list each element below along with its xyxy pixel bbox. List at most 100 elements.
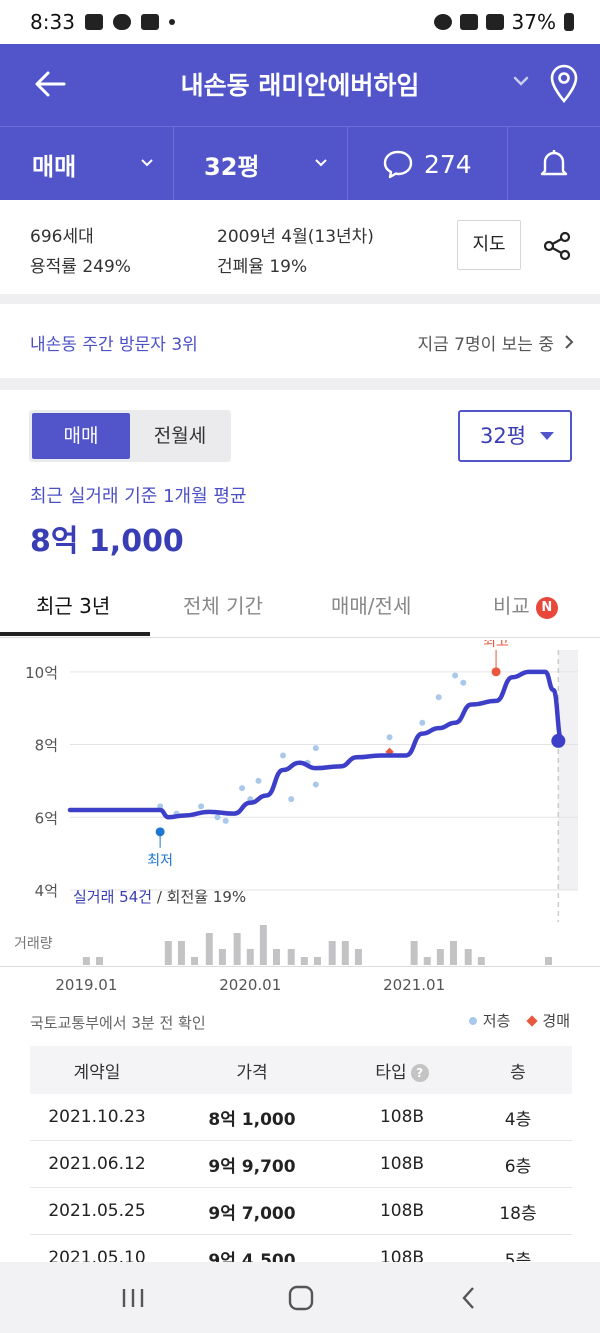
tab-compare-label: 비교 (493, 594, 530, 618)
battery-percent: 37% (511, 10, 556, 34)
tab-all-period[interactable]: 전체 기간 (183, 594, 263, 618)
more-notifications-icon (168, 19, 175, 25)
volume-bar (449, 941, 457, 965)
scatter-point (452, 672, 459, 679)
back-arrow-icon[interactable] (30, 64, 70, 104)
home-icon[interactable] (286, 1284, 316, 1312)
alarm-icon (433, 14, 452, 30)
legend-auction: 경매 (542, 1012, 570, 1030)
scatter-point (280, 752, 287, 759)
volume-bar (205, 933, 213, 965)
scatter-point (288, 796, 295, 803)
built-date: 2009년 4월(13년차) (217, 227, 374, 247)
volume-bar (177, 941, 185, 965)
deal-type-label: 매매 (32, 152, 77, 181)
volume-bar (300, 957, 308, 965)
viewing-now: 지금 7명이 보는 중 (417, 335, 554, 355)
volume-bar (545, 957, 553, 965)
visitor-banner[interactable]: 내손동 주간 방문자 3위 지금 7명이 보는 중 (0, 304, 600, 378)
chart-legend: 저층 경매 (468, 1010, 570, 1031)
deal-type-dropdown[interactable]: 매매 (0, 127, 174, 201)
volume-bar (82, 957, 90, 965)
comments-button[interactable]: 274 (348, 127, 508, 201)
header-type-label: 타입 (375, 1062, 407, 1083)
tab-sale-rent[interactable]: 매매/전세 (331, 594, 412, 618)
location-pin-icon[interactable] (548, 64, 580, 104)
volume-bar (95, 957, 103, 965)
scatter-point (255, 777, 262, 784)
visitor-rank: 내손동 주간 방문자 3위 (30, 335, 198, 355)
volume-bar (233, 933, 241, 965)
header-date: 계약일 (73, 1062, 121, 1083)
chevron-down-icon (315, 159, 327, 167)
deal-segment-control: 매매 전월세 (29, 410, 231, 462)
table-row[interactable]: 2021.06.12 9억 9,700 108B 6층 (30, 1141, 572, 1188)
table-row[interactable]: 2021.10.23 8억 1,000 108B 4층 (30, 1094, 572, 1141)
chevron-down-icon (141, 159, 153, 167)
recent-apps-icon[interactable] (118, 1284, 148, 1312)
table-row[interactable]: 2021.05.25 9억 7,000 108B 18층 (30, 1188, 572, 1235)
y-tick-label: 10억 (25, 664, 58, 682)
header-floor: 층 (510, 1062, 526, 1083)
back-icon[interactable] (454, 1284, 484, 1312)
legend-low-floor: 저층 (482, 1012, 511, 1030)
volume-bar (464, 949, 472, 965)
complex-info: 696세대 2009년 4월(13년차) 용적률 249% 건폐율 19% (0, 200, 600, 294)
volume-bar (410, 941, 418, 965)
volume-bar (436, 949, 444, 965)
section-divider (0, 378, 600, 390)
latest-point (551, 733, 566, 748)
scatter-point (198, 803, 205, 810)
volume-bar (354, 949, 362, 965)
y-tick-label: 4억 (35, 882, 58, 900)
volume-bar (246, 949, 254, 965)
lowest-label: 최저 (147, 853, 173, 869)
period-tabs: 최근 3년 전체 기간 매매/전세 비교 N (0, 572, 600, 638)
battery-icon (564, 13, 574, 31)
highest-label: 최고 (483, 640, 509, 650)
signal-icon (485, 14, 504, 30)
pyeong-select[interactable]: 32평 (458, 410, 572, 462)
pyeong-dropdown[interactable]: 32평 (174, 127, 348, 201)
volume-bar (259, 925, 267, 965)
tab-compare[interactable]: 비교 N (493, 590, 558, 619)
volume-bar (423, 957, 431, 965)
segment-sale[interactable]: 매매 (32, 413, 130, 459)
auction-marker (526, 1014, 539, 1027)
volume-bar (328, 941, 336, 965)
wifi-icon (459, 14, 478, 30)
help-icon[interactable]: ? (410, 1063, 429, 1082)
section-divider (0, 966, 600, 967)
x-tick-label: 2021.01 (383, 976, 446, 994)
segment-rent[interactable]: 전월세 (153, 425, 207, 447)
pyeong-label: 32평 (204, 152, 260, 181)
pyeong-select-label: 32평 (480, 424, 527, 448)
filter-bar: 매매 32평 274 (0, 126, 600, 201)
scatter-point (214, 814, 221, 821)
gallery-icon (84, 14, 103, 30)
page-title[interactable]: 내손동 래미안에버하임 (180, 71, 420, 100)
system-nav-bar (0, 1262, 600, 1333)
bell-icon (540, 150, 568, 176)
chevron-right-icon (565, 335, 574, 349)
active-tab-underline (0, 632, 150, 636)
y-tick-label: 6억 (35, 809, 58, 827)
volume-bar (341, 941, 349, 965)
turnover-rate: / 회전율 19% (152, 888, 246, 906)
cloud-icon (112, 14, 131, 30)
table-header: 계약일 가격 타입? 층 (30, 1046, 572, 1094)
volume-bar (272, 949, 280, 965)
row-price: 9억 9,700 (208, 1156, 296, 1177)
chart-summary: 실거래 54건 / 회전율 19% (73, 888, 246, 906)
x-tick-label: 2019.01 (55, 976, 118, 994)
scatter-point (239, 785, 246, 792)
chevron-down-icon[interactable] (510, 70, 532, 92)
row-date: 2021.05.25 (48, 1201, 146, 1221)
row-type: 108B (379, 1154, 425, 1174)
tab-recent-3y[interactable]: 최근 3년 (36, 594, 111, 618)
share-icon[interactable] (541, 230, 573, 262)
notification-button[interactable] (508, 127, 600, 201)
map-button[interactable]: 지도 (457, 220, 521, 270)
source-note: 국토교통부에서 3분 전 확인 (30, 1014, 206, 1032)
